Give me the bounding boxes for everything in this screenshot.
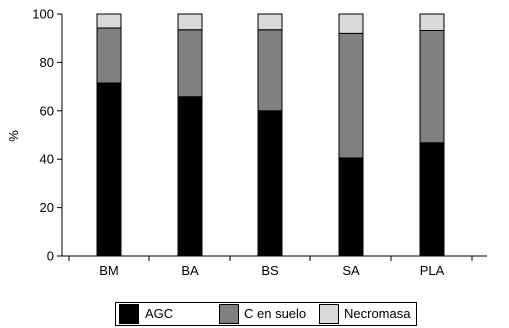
bar-bm-series-3 [96,13,122,29]
bar-pla-series-1 [419,142,445,257]
legend-swatch [319,304,339,324]
y-tick-label: 80 [40,55,54,70]
y-tick-label: 0 [47,249,54,264]
bar-bs-series-2 [257,29,283,112]
y-tick-label: 100 [32,7,54,22]
bar-pla-series-3 [419,13,445,31]
bar-sa-series-2 [338,32,364,159]
bar-sa-series-3 [338,13,364,34]
bar-ba-series-3 [177,13,203,31]
bar-bs-series-3 [257,13,283,31]
legend-swatch [119,304,139,324]
y-axis-label: % [6,130,21,142]
legend-label: Necromasa [344,306,411,321]
y-tick-label: 20 [40,200,54,215]
bar-bs-series-1 [257,110,283,257]
x-tick-label-pla: PLA [420,263,445,278]
bar-ba-series-1 [177,96,203,257]
bar-pla-series-2 [419,29,445,144]
x-tick-label-ba: BA [181,263,199,278]
y-tick-label: 60 [40,103,54,118]
x-tick-label-bm: BM [99,263,119,278]
y-tick-label: 40 [40,152,54,167]
axes-layer: 0 20 40 60 80 100 BM BA BS SA PLA [32,7,487,278]
bar-bm-series-2 [96,27,122,84]
bar-bm-series-1 [96,82,122,257]
legend-label: AGC [145,306,174,321]
x-tick-label-bs: BS [261,263,279,278]
bar-ba-series-2 [177,29,203,98]
x-tick-label-sa: SA [342,263,360,278]
bar-sa-series-1 [338,157,364,257]
chart-legend: AGC C en suelo Necromasa [115,302,417,326]
bars-layer [96,13,445,257]
legend-swatch [219,304,239,324]
legend-label: C en suelo [244,306,307,321]
